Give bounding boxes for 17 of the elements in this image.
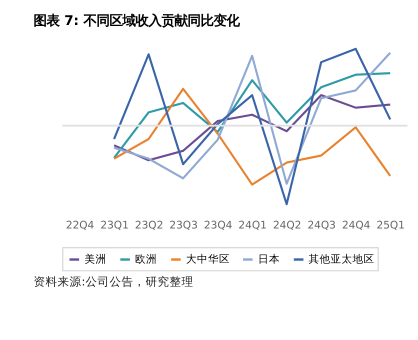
x-tick-label: 23Q1 — [100, 220, 129, 232]
x-tick-label: 23Q4 — [204, 220, 233, 232]
legend-label: 大中华区 — [186, 252, 230, 266]
chart-title: 图表 7: 不同区域收入贡献同比变化 — [34, 12, 241, 29]
x-tick-label: 24Q4 — [342, 220, 371, 232]
x-tick-label: 24Q1 — [238, 220, 267, 232]
text: 资料来源:公司公告，研究整理 — [34, 274, 194, 289]
x-tick-label: 23Q3 — [169, 220, 198, 232]
x-tick-label: 22Q4 — [66, 220, 95, 232]
x-tick-label: 25Q1 — [376, 220, 405, 232]
x-tick-label: 24Q2 — [272, 220, 302, 232]
legend-label: 日本 — [258, 252, 280, 266]
legend-label: 欧洲 — [135, 252, 158, 266]
x-tick-label: 24Q3 — [307, 220, 336, 232]
legend-label: 其他亚太地区 — [308, 252, 375, 266]
x-tick-label: 23Q2 — [134, 220, 164, 232]
legend-label: 美洲 — [84, 252, 106, 266]
